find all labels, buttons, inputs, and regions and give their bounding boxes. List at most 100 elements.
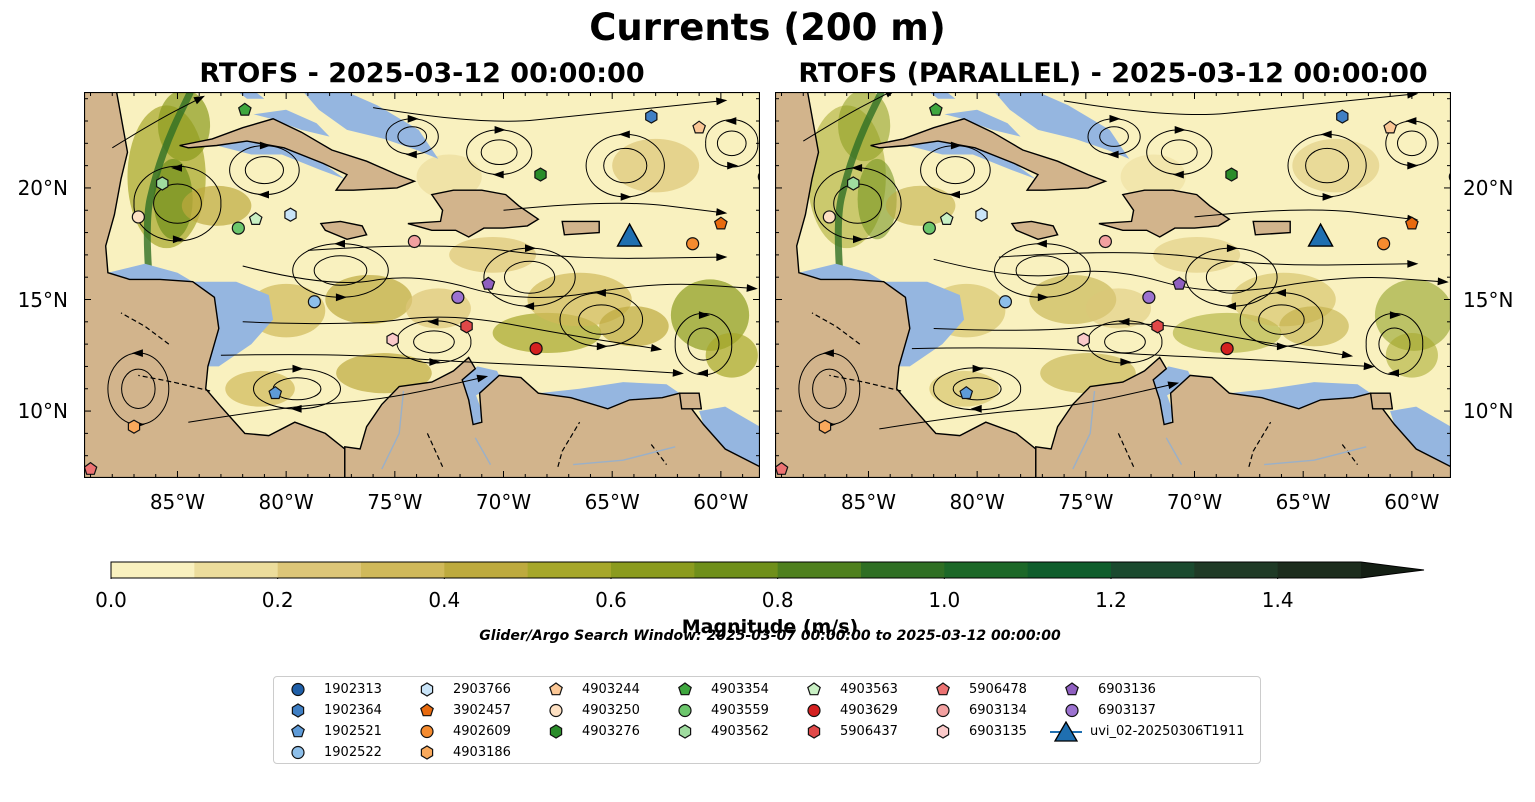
streamline-eddy <box>133 165 222 242</box>
streamline-eddy <box>813 167 902 240</box>
streamline-eddy <box>292 243 389 298</box>
river <box>1165 437 1183 465</box>
country-border <box>120 312 170 345</box>
yucatan-current-core <box>143 92 194 280</box>
legend-item: 5906437 <box>802 721 898 742</box>
legend-marker-icon <box>1050 721 1082 742</box>
lat-tick-label-left: 15°N <box>17 287 68 312</box>
float-marker-6903134 <box>1098 234 1112 249</box>
streamline-arrow <box>725 117 737 125</box>
streamline-arrow <box>1275 288 1286 297</box>
legend-label: 3902457 <box>453 703 511 718</box>
land-south-america <box>344 356 760 478</box>
lon-tick-label: 75°W <box>367 490 423 514</box>
shallow-cuba-north <box>944 109 1021 137</box>
streamline-arrow <box>672 369 684 377</box>
lon-tick-label: 70°W <box>1166 490 1223 514</box>
land-hispaniola <box>1098 189 1231 238</box>
colorbar-tick-label: 0.8 <box>761 588 794 612</box>
colorbar-tick-label: 1.0 <box>928 588 961 612</box>
colorbar-tick-label: 1.4 <box>1261 588 1294 612</box>
streamline-arrow <box>1037 293 1049 302</box>
legend-marker <box>807 682 821 696</box>
streamline-eddy <box>559 292 644 347</box>
lon-tick-label: 85°W <box>840 490 897 514</box>
current-magnitude-patch <box>599 306 669 347</box>
streamline-eddy-inner <box>1015 255 1070 286</box>
legend-label: 1902313 <box>324 682 382 697</box>
float-marker-4903562 <box>846 176 860 191</box>
glider-marker <box>616 222 643 247</box>
streamline-arrow <box>970 404 982 413</box>
streamline-arrow <box>1174 126 1186 134</box>
legend-marker <box>936 703 950 718</box>
legend-marker <box>549 724 563 739</box>
streamline-eddy-inner <box>833 183 883 224</box>
float-marker-6903137 <box>451 290 465 304</box>
land-cuba <box>179 118 417 191</box>
river <box>1072 390 1096 470</box>
legend-marker-icon <box>936 682 950 696</box>
search-window-caption: Glider/Argo Search Window: 2025-03-07 00… <box>479 628 1061 644</box>
legend-item: 6903134 <box>931 700 1027 721</box>
shallow-florida <box>238 92 265 99</box>
colorbar-segment <box>1027 562 1112 578</box>
legend-marker-icon <box>420 703 434 717</box>
colorbar-segment <box>777 562 862 578</box>
lat-tick-label-right: 20°N <box>1463 175 1514 200</box>
legend-label: uvi_02-20250306T1911 <box>1090 724 1245 739</box>
river <box>1264 446 1367 466</box>
shallow-honduras <box>798 263 884 282</box>
float-marker-6903135 <box>386 332 399 347</box>
shallow-cuba-north <box>253 109 330 137</box>
float-marker-5906437 <box>460 319 473 334</box>
streamline <box>911 347 1369 367</box>
legend-label: 4903186 <box>453 745 511 760</box>
streamline-eddy <box>1087 118 1141 155</box>
current-magnitude-patch <box>1385 332 1438 378</box>
legend-marker <box>420 724 434 739</box>
streamline-arrow <box>427 317 439 326</box>
legend-marker <box>549 682 563 696</box>
legend-item: 1902521 <box>286 721 382 742</box>
float-marker-4903250 <box>131 210 145 224</box>
colorbar-label: Magnitude (m/s) <box>681 616 859 638</box>
legend-marker-icon <box>1065 703 1079 718</box>
colorbar-tick-label: 0.2 <box>261 588 294 612</box>
lon-tick-label: 60°W <box>693 490 749 514</box>
streamline <box>242 265 752 298</box>
colorbar-segment <box>361 562 445 578</box>
streamline <box>220 354 678 374</box>
streamline-arrow <box>1167 381 1180 390</box>
float-marker-1902522 <box>998 295 1013 309</box>
streamline-eddy-inner <box>687 327 720 361</box>
streamline-eddy <box>1087 320 1163 364</box>
legend-item: 4903354 <box>673 679 769 700</box>
legend-marker <box>291 745 305 760</box>
shallow-venezuela-shelf <box>538 382 680 409</box>
legend-item: 1902313 <box>286 679 382 700</box>
current-magnitude-patch <box>325 274 413 325</box>
streamline-eddy-inner <box>397 126 428 147</box>
streamline-eddy-inner <box>1099 126 1129 147</box>
streamline-eddy-inner <box>272 377 322 401</box>
legend-marker-icon <box>807 682 821 696</box>
current-magnitude-patch <box>1120 154 1186 200</box>
streamline-arrow <box>972 364 984 373</box>
legend-marker-icon <box>549 682 563 696</box>
legend-label: 6903134 <box>969 703 1027 718</box>
float-marker-6903134 <box>407 234 421 249</box>
streamline-eddy-inner <box>480 139 518 166</box>
current-magnitude-patch <box>1374 279 1451 351</box>
colorbar-segment <box>1194 562 1279 578</box>
legend-marker-icon <box>291 745 305 760</box>
lat-tick-label-left: 10°N <box>17 399 68 424</box>
colorbar <box>110 561 1425 579</box>
shallow-nicaragua-rise <box>883 281 965 367</box>
land-south-america <box>1035 356 1451 478</box>
current-magnitude-patch <box>336 353 432 394</box>
streamline-arrow <box>525 244 537 253</box>
legend-label: 1902521 <box>324 724 382 739</box>
streamline-arrow <box>1405 117 1417 125</box>
shallow-orinoco <box>699 406 760 467</box>
